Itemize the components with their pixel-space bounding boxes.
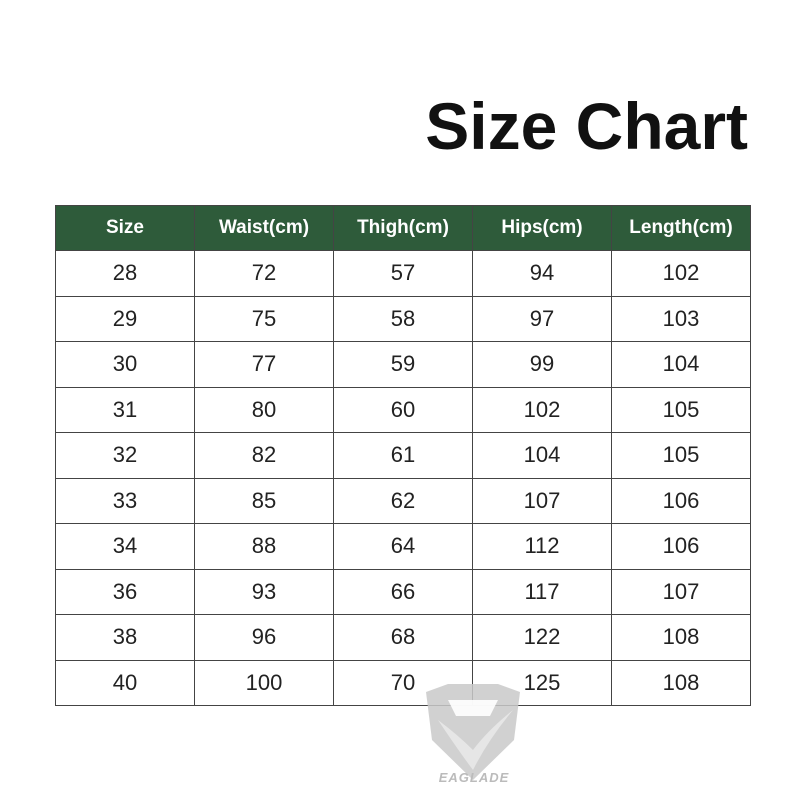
cell-hips: 122	[472, 614, 612, 661]
table-row: 32 82 61 104 105	[55, 432, 751, 479]
cell-waist: 93	[194, 568, 334, 615]
cell-hips: 104	[472, 432, 612, 479]
cell-thigh: 62	[333, 477, 473, 524]
cell-hips: 97	[472, 295, 612, 342]
cell-waist: 85	[194, 477, 334, 524]
cell-thigh: 68	[333, 614, 473, 661]
page-title: Size Chart	[425, 89, 748, 163]
table-row: 28 72 57 94 102	[55, 250, 751, 297]
cell-thigh: 59	[333, 341, 473, 388]
cell-length: 105	[611, 432, 751, 479]
cell-size: 34	[55, 523, 195, 570]
header-waist: Waist(cm)	[194, 205, 334, 251]
cell-length: 107	[611, 568, 751, 615]
cell-waist: 82	[194, 432, 334, 479]
cell-thigh: 60	[333, 386, 473, 433]
cell-length: 108	[611, 659, 751, 706]
cell-waist: 96	[194, 614, 334, 661]
table-row: 30 77 59 99 104	[55, 341, 751, 388]
header-size: Size	[55, 205, 195, 251]
cell-hips: 99	[472, 341, 612, 388]
cell-hips: 107	[472, 477, 612, 524]
header-row: Size Waist(cm) Thigh(cm) Hips(cm) Length…	[55, 205, 751, 251]
cell-thigh: 57	[333, 250, 473, 297]
table-row: 36 93 66 117 107	[55, 568, 751, 615]
cell-length: 106	[611, 477, 751, 524]
cell-waist: 75	[194, 295, 334, 342]
cell-hips: 125	[472, 659, 612, 706]
table-row: 34 88 64 112 106	[55, 523, 751, 570]
cell-waist: 88	[194, 523, 334, 570]
header-length: Length(cm)	[611, 205, 751, 251]
size-chart-table: Size Waist(cm) Thigh(cm) Hips(cm) Length…	[55, 205, 751, 706]
cell-hips: 112	[472, 523, 612, 570]
cell-waist: 72	[194, 250, 334, 297]
cell-waist: 77	[194, 341, 334, 388]
cell-thigh: 66	[333, 568, 473, 615]
table-row: 33 85 62 107 106	[55, 477, 751, 524]
cell-length: 103	[611, 295, 751, 342]
table-row: 40 100 70 125 108	[55, 659, 751, 706]
cell-size: 36	[55, 568, 195, 615]
cell-size: 29	[55, 295, 195, 342]
cell-length: 108	[611, 614, 751, 661]
cell-size: 28	[55, 250, 195, 297]
cell-waist: 80	[194, 386, 334, 433]
cell-hips: 102	[472, 386, 612, 433]
table-row: 29 75 58 97 103	[55, 295, 751, 342]
cell-length: 106	[611, 523, 751, 570]
cell-hips: 117	[472, 568, 612, 615]
cell-waist: 100	[194, 659, 334, 706]
table-row: 38 96 68 122 108	[55, 614, 751, 661]
cell-length: 105	[611, 386, 751, 433]
eagle-logo-icon	[426, 684, 520, 780]
cell-size: 40	[55, 659, 195, 706]
cell-size: 30	[55, 341, 195, 388]
table-body: 28 72 57 94 102 29 75 58 97 103 30 77 59 99 104 31 80 60 1…	[55, 250, 751, 706]
cell-size: 31	[55, 386, 195, 433]
table-row: 31 80 60 102 105	[55, 386, 751, 433]
header-thigh: Thigh(cm)	[333, 205, 473, 251]
brand-watermark: EAGLADE	[438, 770, 510, 785]
cell-thigh: 61	[333, 432, 473, 479]
cell-length: 102	[611, 250, 751, 297]
cell-length: 104	[611, 341, 751, 388]
cell-size: 38	[55, 614, 195, 661]
cell-thigh: 58	[333, 295, 473, 342]
cell-hips: 94	[472, 250, 612, 297]
cell-thigh: 64	[333, 523, 473, 570]
cell-size: 33	[55, 477, 195, 524]
header-hips: Hips(cm)	[472, 205, 612, 251]
cell-size: 32	[55, 432, 195, 479]
